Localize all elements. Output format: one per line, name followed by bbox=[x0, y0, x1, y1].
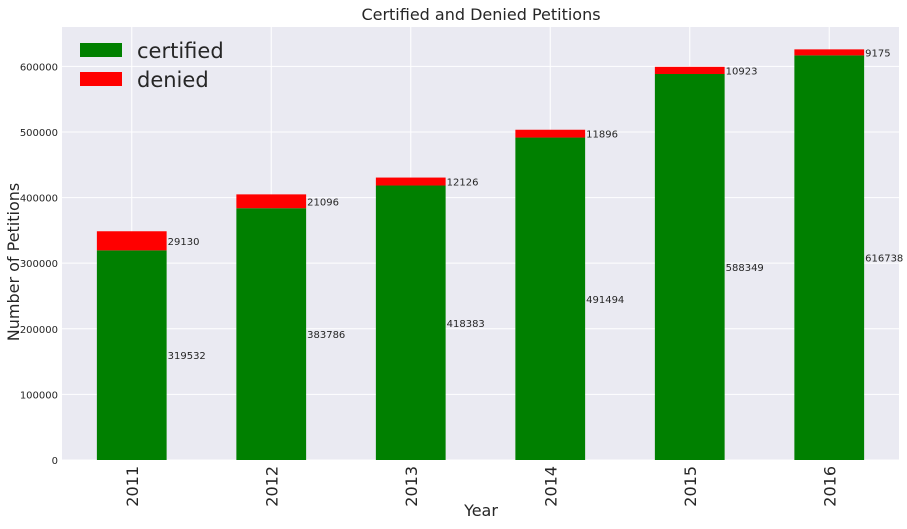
data-label-denied-2012: 21096 bbox=[307, 197, 339, 208]
legend-label-denied: denied bbox=[137, 68, 209, 92]
y-tick-label: 0 bbox=[52, 456, 58, 467]
y-tick-label: 500000 bbox=[20, 128, 58, 139]
bar-certified-2012 bbox=[236, 208, 307, 460]
x-tick-label: 2011 bbox=[123, 466, 142, 507]
data-label-denied-2014: 11896 bbox=[586, 130, 618, 141]
bar-denied-2014 bbox=[515, 129, 586, 138]
y-tick-label: 600000 bbox=[20, 62, 58, 73]
data-label-denied-2011: 29130 bbox=[168, 237, 200, 248]
x-tick-label: 2012 bbox=[262, 466, 281, 507]
data-labels: 319532 29130 383786 21096 418383 12126 491494 1… bbox=[168, 48, 904, 362]
legend-swatch-denied bbox=[80, 72, 122, 86]
data-label-certified-2013: 418383 bbox=[447, 319, 485, 330]
y-tick-label: 400000 bbox=[20, 194, 58, 205]
data-label-certified-2016: 616738 bbox=[865, 254, 903, 265]
data-label-certified-2012: 383786 bbox=[307, 330, 345, 341]
bar-certified-2014 bbox=[515, 137, 586, 460]
bar-denied-2015 bbox=[654, 66, 725, 75]
x-axis-label: Year bbox=[463, 501, 498, 520]
legend-swatch-certified bbox=[80, 43, 122, 57]
bar-certified-2016 bbox=[794, 55, 865, 460]
bar-denied-2016 bbox=[794, 49, 865, 56]
legend: certified denied bbox=[80, 39, 224, 92]
y-tick-label: 300000 bbox=[20, 259, 58, 270]
bar-denied-2013 bbox=[375, 177, 446, 186]
bar-certified-2011 bbox=[96, 250, 167, 460]
y-axis-ticks: 0 100000 200000 300000 400000 500000 600000 bbox=[20, 62, 58, 467]
bar-denied-2011 bbox=[96, 231, 167, 251]
bars bbox=[96, 49, 865, 461]
bar-certified-2013 bbox=[375, 185, 446, 461]
y-tick-label: 200000 bbox=[20, 325, 58, 336]
x-tick-label: 2014 bbox=[541, 466, 560, 507]
legend-label-certified: certified bbox=[137, 39, 224, 63]
x-tick-label: 2015 bbox=[681, 466, 700, 507]
y-tick-label: 100000 bbox=[20, 390, 58, 401]
data-label-certified-2014: 491494 bbox=[586, 295, 624, 306]
x-axis-ticks: 2011 2012 2013 2014 2015 2016 bbox=[123, 466, 840, 507]
data-label-certified-2015: 588349 bbox=[726, 263, 764, 274]
data-label-denied-2016: 9175 bbox=[865, 48, 890, 59]
plot-area bbox=[62, 27, 899, 460]
x-tick-label: 2016 bbox=[820, 466, 839, 507]
chart-title: Certified and Denied Petitions bbox=[361, 5, 600, 24]
x-tick-label: 2013 bbox=[402, 466, 421, 507]
bar-denied-2012 bbox=[236, 194, 307, 209]
y-axis-label: Number of Petitions bbox=[4, 183, 23, 342]
data-label-denied-2013: 12126 bbox=[447, 178, 479, 189]
data-label-denied-2015: 10923 bbox=[726, 66, 758, 77]
bar-certified-2015 bbox=[654, 74, 725, 461]
data-label-certified-2011: 319532 bbox=[168, 351, 206, 362]
